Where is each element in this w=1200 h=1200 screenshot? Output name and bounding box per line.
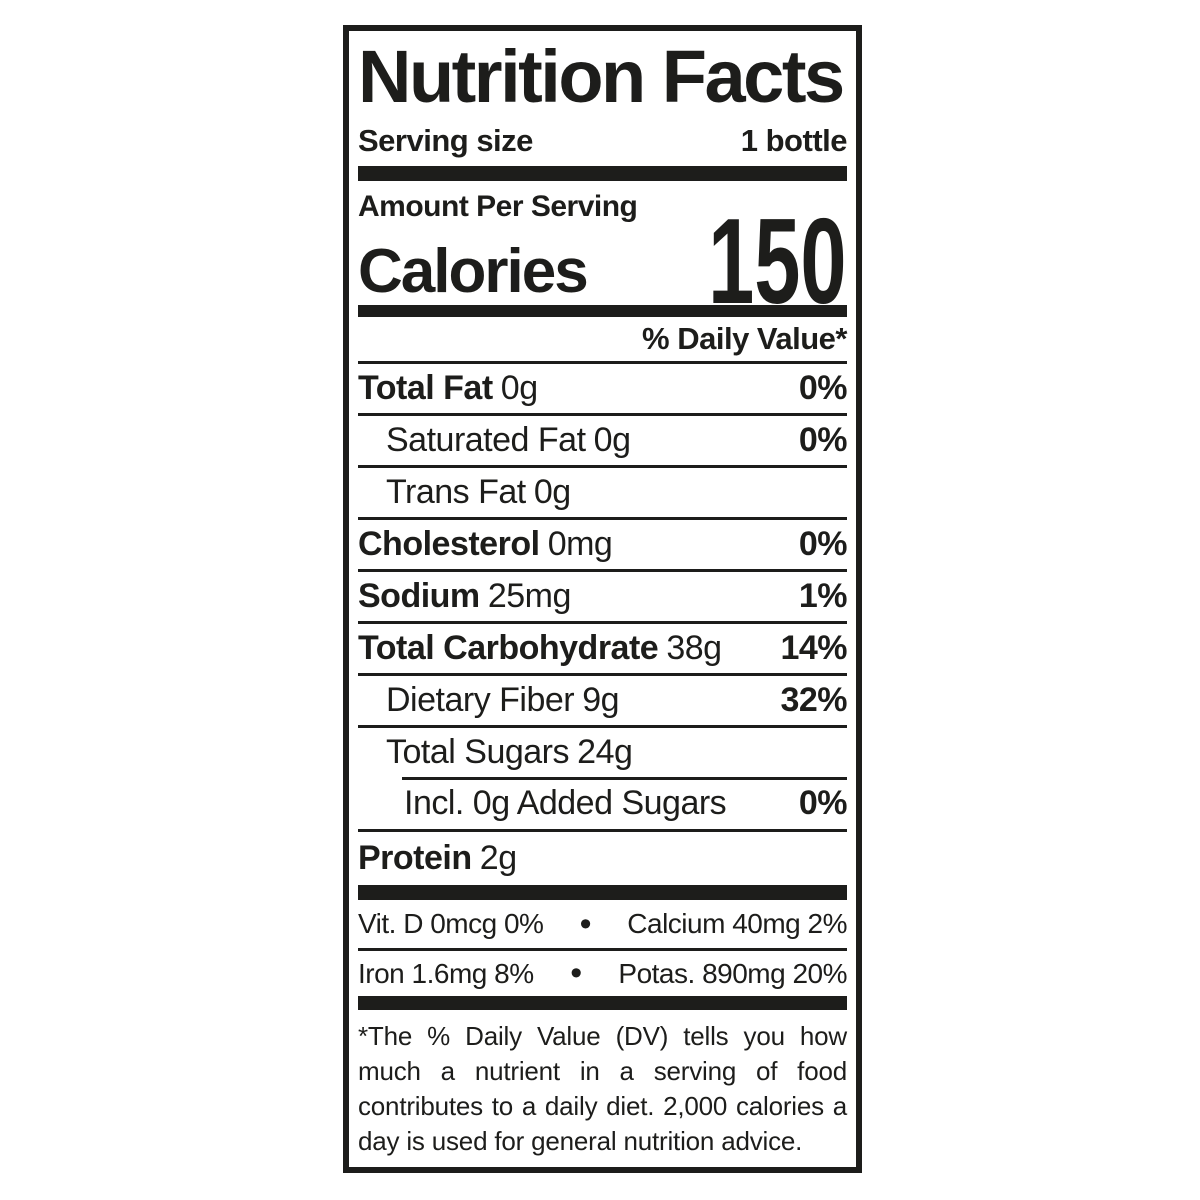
micronutrient-right: Calcium 40mg 2% bbox=[627, 908, 847, 939]
nutrient-name: Dietary Fiber bbox=[386, 681, 575, 719]
nutrient-amount: 2g bbox=[479, 839, 517, 877]
nutrient-name: Total Sugars bbox=[386, 733, 570, 771]
daily-value-footnote: *The % Daily Value (DV) tells you how mu… bbox=[358, 1021, 847, 1156]
calories-value: 150 bbox=[708, 193, 847, 329]
calories-label: Calories bbox=[358, 237, 589, 306]
divider-bar-thick bbox=[358, 166, 847, 181]
serving-size-row: Serving size 1 bottle bbox=[358, 117, 848, 159]
nutrient-row-saturated-fat: Saturated Fat 0g 0% bbox=[358, 413, 848, 465]
nutrient-row-total-carbohydrate: Total Carbohydrate 38g 14% bbox=[358, 621, 847, 673]
nutrient-dv: 14% bbox=[780, 629, 847, 667]
micronutrient-right: Potas. 890mg 20% bbox=[618, 957, 847, 989]
micronutrient-left: Iron 1.6mg 8% bbox=[358, 957, 534, 989]
serving-size-value: 1 bottle bbox=[740, 123, 848, 158]
nutrient-amount: 0g bbox=[533, 473, 571, 511]
micronutrient-left: Vit. D 0mcg 0% bbox=[358, 908, 544, 939]
nutrient-row-sodium: Sodium 25mg 1% bbox=[358, 569, 848, 621]
nutrient-amount: 0g bbox=[593, 421, 631, 459]
divider-bar-thick bbox=[358, 885, 847, 900]
calories-block: Amount Per Serving Calories 150 bbox=[358, 181, 847, 322]
nutrient-amount: 0mg bbox=[547, 525, 613, 563]
nutrient-amount: 38g bbox=[666, 629, 722, 667]
nutrition-facts-label: Nutrition Facts Serving size 1 bottle Am… bbox=[343, 25, 862, 1173]
serving-size-label: Serving size bbox=[358, 123, 533, 158]
nutrient-name: Saturated Fat bbox=[386, 421, 586, 459]
micronutrient-row-iron-potassium: Iron 1.6mg 8% • Potas. 890mg 20% bbox=[358, 948, 847, 996]
nutrient-dv: 32% bbox=[780, 681, 847, 719]
nutrient-dv: 0% bbox=[798, 525, 848, 563]
nutrient-name: Total Fat bbox=[358, 369, 493, 407]
bullet-icon: • bbox=[570, 954, 582, 992]
daily-value-header: % Daily Value* bbox=[642, 321, 847, 356]
bullet-icon: • bbox=[579, 904, 592, 943]
nutrient-name: Protein bbox=[358, 839, 472, 877]
nutrient-row-total-fat: Total Fat 0g 0% bbox=[358, 361, 848, 413]
nutrient-name: Trans Fat bbox=[386, 473, 526, 511]
nutrient-amount: 9g bbox=[582, 681, 620, 719]
nutrient-name: Cholesterol bbox=[358, 525, 540, 563]
nutrient-row-added-sugars: Incl. 0g Added Sugars 0% bbox=[358, 777, 848, 829]
nutrient-name: Total Carbohydrate bbox=[358, 629, 659, 667]
nutrient-row-total-sugars: Total Sugars 24g bbox=[358, 725, 847, 777]
nutrient-row-cholesterol: Cholesterol 0mg 0% bbox=[358, 517, 848, 569]
nutrient-dv: 1% bbox=[798, 577, 848, 615]
nutrient-dv: 0% bbox=[798, 783, 848, 822]
nutrient-amount: 24g bbox=[577, 733, 633, 771]
nutrient-amount: 25mg bbox=[487, 577, 572, 615]
nutrient-amount: 0g bbox=[500, 369, 538, 407]
nutrient-dv: 0% bbox=[798, 421, 848, 459]
nutrient-name: Incl. 0g Added Sugars bbox=[404, 783, 727, 822]
nutrient-dv: 0% bbox=[798, 369, 848, 407]
amount-per-serving-label: Amount Per Serving bbox=[358, 190, 638, 223]
nutrient-name: Sodium bbox=[358, 577, 480, 615]
nutrient-row-trans-fat: Trans Fat 0g bbox=[358, 465, 847, 517]
divider-bar-thick bbox=[358, 996, 847, 1010]
nutrient-row-protein: Protein 2g bbox=[358, 829, 847, 885]
divider-bar-medium bbox=[358, 305, 847, 317]
micronutrient-row-vitd-calcium: Vit. D 0mcg 0% • Calcium 40mg 2% bbox=[358, 900, 847, 948]
nutrient-row-dietary-fiber: Dietary Fiber 9g 32% bbox=[358, 673, 847, 725]
label-title: Nutrition Facts bbox=[358, 35, 845, 118]
